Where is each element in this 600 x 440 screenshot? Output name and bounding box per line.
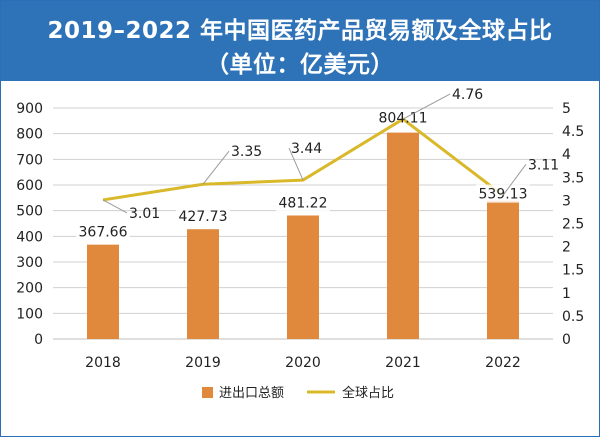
y-right-tick-label: 0.5 — [562, 309, 584, 325]
y-right-tick-label: 0 — [562, 332, 571, 348]
line-value-label: 4.76 — [452, 87, 483, 103]
line-value-label: 3.01 — [129, 206, 160, 222]
x-tick-label: 2018 — [85, 355, 121, 371]
line-label-leader — [202, 150, 230, 185]
y-right-tick-label: 2.5 — [562, 217, 584, 233]
y-left-tick-label: 900 — [16, 101, 43, 117]
y-right-tick-label: 1 — [562, 286, 571, 302]
y-left-tick-label: 100 — [16, 306, 43, 322]
line-value-label: 3.44 — [291, 141, 322, 157]
y-right-tick-label: 2 — [562, 240, 571, 256]
y-right-tick-label: 1.5 — [562, 263, 584, 279]
bar-label-bg — [176, 207, 230, 226]
x-tick-label: 2020 — [285, 355, 321, 371]
y-right-tick-label: 3.5 — [562, 170, 584, 186]
line-value-label: 3.11 — [528, 157, 559, 173]
bar-label-bg — [276, 193, 330, 212]
bar — [187, 229, 219, 339]
y-right-tick-label: 3 — [562, 193, 571, 209]
x-tick-label: 2022 — [485, 355, 521, 371]
y-right-tick-label: 5 — [562, 101, 571, 117]
bar-value-label: 481.22 — [279, 195, 328, 211]
bar — [387, 132, 419, 339]
y-left-tick-label: 600 — [16, 178, 43, 194]
y-left-tick-label: 0 — [34, 332, 43, 348]
y-left-tick-label: 800 — [16, 127, 43, 143]
x-tick-label: 2019 — [185, 355, 221, 371]
line-label-leader — [102, 199, 128, 214]
line-label-leader — [402, 93, 451, 120]
legend-line-label: 全球占比 — [342, 385, 394, 401]
y-left-tick-label: 400 — [16, 229, 43, 245]
legend-bar-swatch — [202, 387, 213, 398]
bar-label-bg — [476, 184, 530, 203]
y-left-tick-label: 700 — [16, 152, 43, 168]
plot-area: 0 100 200 300 400 500 600 700 800 900 0 0.5 1 1.5 2 2.5… — [1, 81, 599, 436]
y-right-tick-label: 4 — [562, 147, 571, 163]
line-label-leader — [502, 164, 527, 196]
chart-header: 2019–2022 年中国医药产品贸易额及全球占比 （单位：亿美元） — [1, 1, 599, 81]
legend-bar-label: 进出口总额 — [219, 386, 284, 401]
bar-value-label: 367.66 — [79, 225, 128, 241]
y-right-tick-label: 4.5 — [562, 124, 584, 140]
bar — [487, 200, 519, 339]
x-tick-label: 2021 — [385, 355, 421, 371]
chart-title: 2019–2022 年中国医药产品贸易额及全球占比 — [47, 18, 553, 44]
y-left-tick-label: 300 — [16, 255, 43, 271]
bar — [287, 215, 319, 339]
bar — [87, 244, 119, 339]
line-label-leader — [288, 147, 304, 181]
bar-value-label: 427.73 — [179, 209, 228, 225]
chart-unit-subtitle: （单位：亿美元） — [206, 52, 394, 78]
combo-chart: 0 100 200 300 400 500 600 700 800 900 0 0.5 1 1.5 2 2.5… — [16, 87, 584, 401]
y-left-tick-label: 200 — [16, 281, 43, 297]
line-value-label: 3.35 — [231, 144, 262, 160]
y-left-tick-label: 500 — [16, 204, 43, 220]
bar-label-bg — [76, 222, 130, 241]
